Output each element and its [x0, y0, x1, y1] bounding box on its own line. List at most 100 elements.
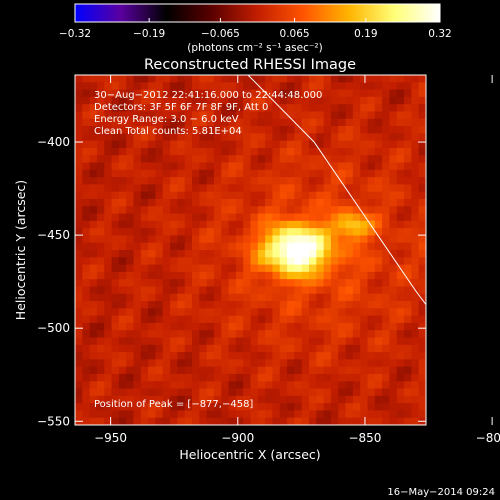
heatmap-cell — [133, 111, 142, 120]
heatmap-cell — [192, 286, 200, 295]
heatmap-cell — [367, 169, 376, 178]
heatmap-cell — [206, 155, 215, 164]
heatmap-cell — [126, 322, 135, 331]
heatmap-cell — [148, 330, 157, 339]
heatmap-cell — [389, 155, 398, 164]
heatmap-cell — [389, 213, 398, 222]
heatmap-cell — [118, 235, 127, 244]
heatmap-cell — [330, 250, 339, 258]
colorbar-ticks: −0.32 −0.19 −0.065 0.065 0.19 0.32 — [59, 18, 452, 40]
heatmap-cell — [257, 293, 266, 302]
heatmap-cell — [345, 228, 354, 237]
heatmap-cell — [206, 162, 215, 171]
heatmap-cell — [367, 118, 376, 127]
heatmap-cell — [170, 330, 178, 339]
heatmap-cell — [418, 366, 426, 375]
heatmap-cell — [221, 169, 230, 178]
heatmap-cell — [162, 257, 171, 266]
heatmap-cell — [389, 315, 398, 324]
heatmap-cell — [257, 264, 266, 273]
heatmap-cell — [411, 366, 420, 375]
heatmap-cell — [272, 410, 281, 419]
heatmap-cell — [367, 235, 376, 244]
heatmap-cell — [345, 322, 354, 331]
heatmap-cell — [250, 228, 259, 237]
heatmap-cell — [82, 82, 91, 91]
heatmap-cell — [118, 330, 127, 339]
heatmap-cell — [330, 177, 339, 185]
heatmap-cell — [301, 308, 310, 317]
heatmap-cell — [118, 82, 127, 91]
heatmap-cell — [257, 177, 266, 185]
heatmap-cell — [148, 104, 157, 113]
heatmap-cell — [338, 213, 347, 222]
heatmap-cell — [287, 279, 295, 288]
heatmap-cell — [140, 242, 149, 251]
heatmap-cell — [133, 89, 142, 98]
heatmap-cell — [155, 403, 164, 412]
heatmap-cell — [374, 403, 383, 412]
heatmap-cell — [118, 250, 127, 258]
heatmap-cell — [75, 213, 83, 222]
heatmap-cell — [250, 133, 259, 142]
heatmap-cell — [279, 417, 288, 425]
heatmap-cell — [257, 301, 266, 309]
heatmap-cell — [374, 410, 383, 419]
heatmap-cell — [104, 279, 113, 288]
heatmap-cell — [352, 82, 361, 91]
heatmap-cell — [104, 75, 113, 83]
heatmap-cell — [330, 264, 339, 273]
heatmap-cell — [330, 279, 339, 288]
heatmap-cell — [199, 191, 208, 200]
heatmap-cell — [389, 177, 398, 185]
heatmap-cell — [309, 191, 317, 200]
heatmap-cell — [418, 359, 426, 368]
heatmap-cell — [148, 155, 157, 164]
heatmap-cell — [235, 352, 244, 360]
heatmap-cell — [418, 198, 426, 207]
heatmap-cell — [265, 271, 274, 280]
heatmap-cell — [206, 235, 215, 244]
heatmap-cell — [184, 337, 193, 346]
heatmap-cell — [330, 206, 339, 215]
heatmap-cell — [352, 140, 361, 149]
heatmap-cell — [323, 395, 332, 404]
heatmap-cell — [177, 286, 186, 295]
heatmap-cell — [148, 235, 157, 244]
heatmap-cell — [96, 293, 105, 302]
heatmap-cell — [82, 403, 91, 412]
heatmap-cell — [330, 395, 339, 404]
heatmap-cell — [96, 206, 105, 215]
heatmap-cell — [257, 118, 266, 127]
heatmap-cell — [389, 169, 398, 178]
heatmap-cell — [177, 96, 186, 105]
heatmap-cell — [265, 279, 274, 288]
heatmap-cell — [272, 359, 281, 368]
heatmap-cell — [316, 198, 325, 207]
heatmap-cell — [228, 96, 237, 105]
heatmap-cell — [213, 177, 222, 185]
heatmap-cell — [272, 352, 281, 360]
heatmap-cell — [257, 381, 266, 390]
heatmap-cell — [316, 373, 325, 382]
heatmap-cell — [140, 315, 149, 324]
heatmap-cell — [396, 301, 405, 309]
heatmap-cell — [140, 82, 149, 91]
heatmap-cell — [389, 352, 398, 360]
heatmap-cell — [96, 250, 105, 258]
heatmap-cell — [140, 279, 149, 288]
heatmap-cell — [111, 82, 120, 91]
heatmap-cell — [126, 359, 135, 368]
y-tick-label: −400 — [37, 135, 70, 149]
heatmap-cell — [294, 111, 303, 120]
heatmap-cell — [206, 228, 215, 237]
heatmap-cell — [272, 381, 281, 390]
heatmap-cell — [148, 89, 157, 98]
heatmap-cell — [192, 191, 200, 200]
heatmap-cell — [206, 184, 215, 193]
heatmap-cell — [228, 308, 237, 317]
heatmap-cell — [104, 315, 113, 324]
heatmap-cell — [170, 366, 178, 375]
heatmap-cell — [279, 242, 288, 251]
heatmap-cell — [287, 213, 295, 222]
